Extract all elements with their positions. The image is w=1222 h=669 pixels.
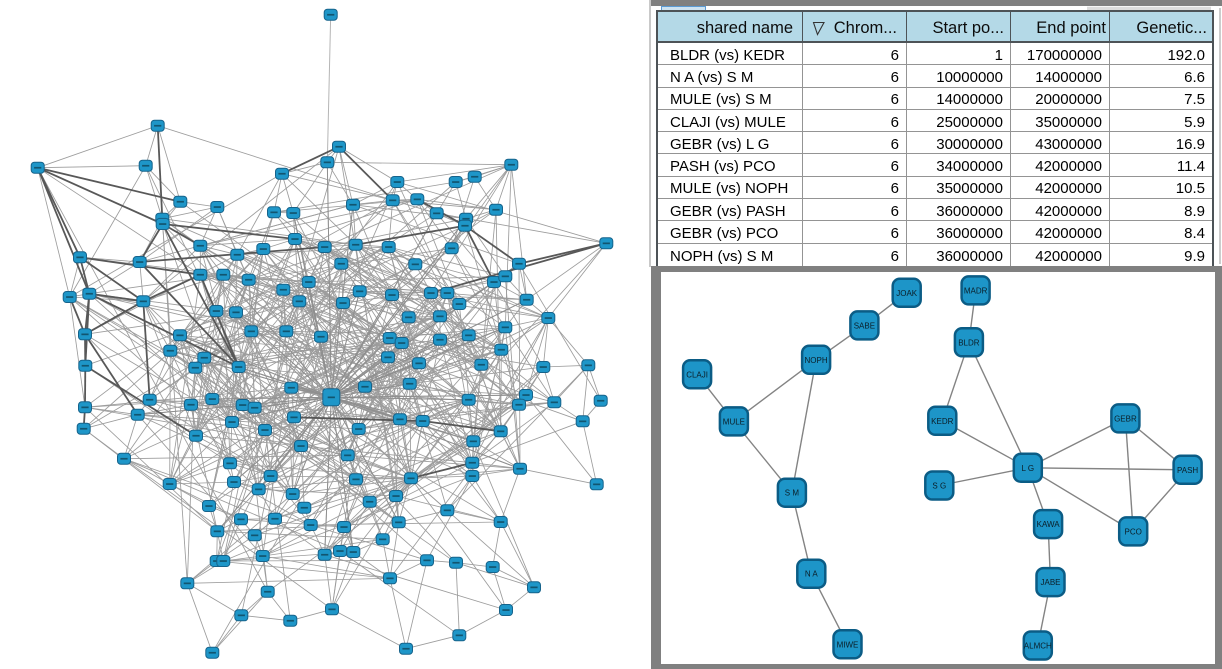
svg-text:MULE: MULE — [723, 417, 745, 426]
svg-text:CLAJI: CLAJI — [686, 370, 708, 379]
svg-text:PCO: PCO — [1125, 527, 1142, 536]
svg-text:ALMCH: ALMCH — [1024, 642, 1052, 651]
svg-text:KEDR: KEDR — [931, 417, 953, 426]
svg-text:MADR: MADR — [964, 286, 988, 295]
svg-text:L G: L G — [1021, 464, 1034, 473]
svg-text:SABE: SABE — [854, 321, 875, 330]
svg-text:BLDR: BLDR — [958, 338, 980, 347]
svg-text:GEBR: GEBR — [1114, 414, 1137, 423]
svg-text:S G: S G — [932, 482, 946, 491]
svg-text:S M: S M — [785, 489, 800, 498]
svg-text:MIWE: MIWE — [837, 640, 859, 649]
svg-text:NOPH: NOPH — [805, 356, 828, 365]
svg-text:PASH: PASH — [1177, 466, 1198, 475]
svg-text:N A: N A — [805, 570, 819, 579]
svg-text:JOAK: JOAK — [896, 289, 918, 298]
svg-text:KAWA: KAWA — [1037, 520, 1061, 529]
svg-text:JABE: JABE — [1040, 578, 1060, 587]
